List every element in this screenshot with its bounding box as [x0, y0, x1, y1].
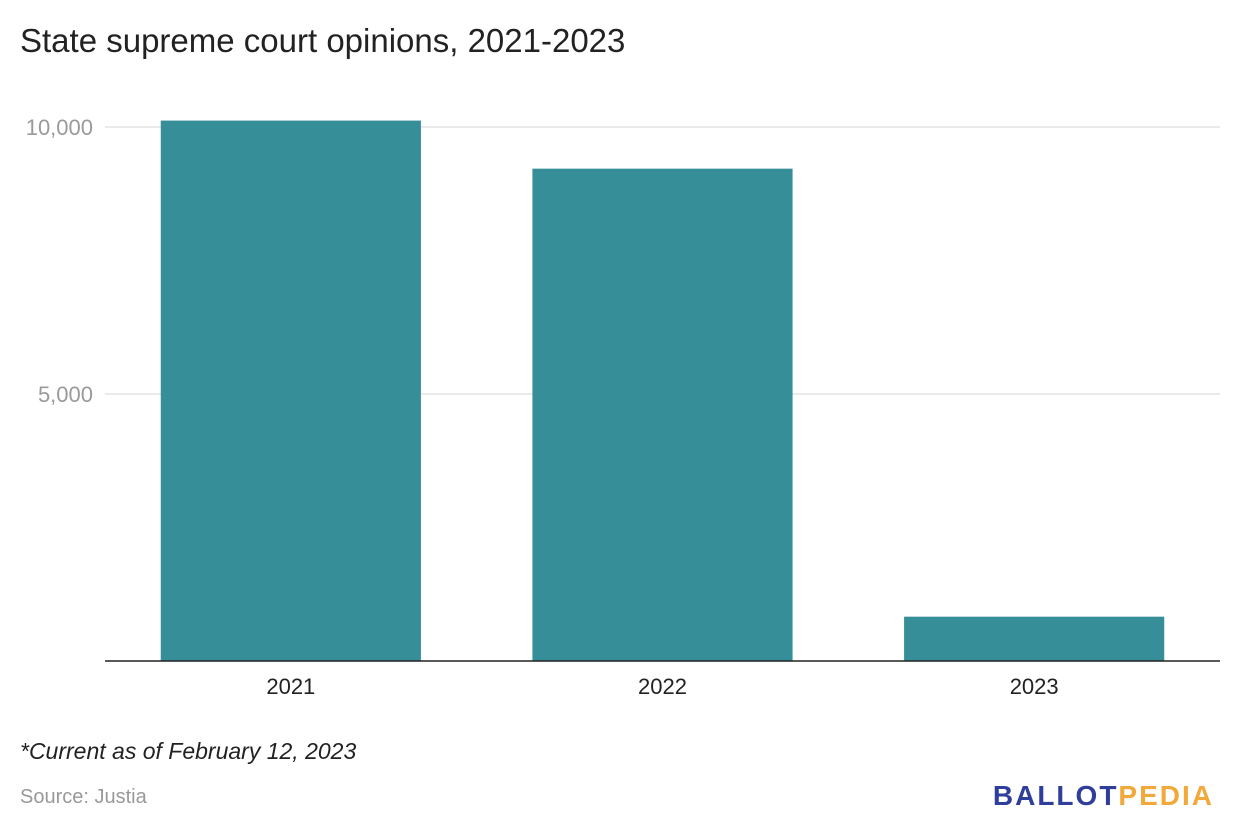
y-tick-label: 5,000 — [38, 382, 93, 407]
source-note: Source: Justia — [20, 786, 147, 808]
bar-2021 — [160, 120, 421, 662]
bar-2023 — [904, 616, 1165, 661]
bar-2022 — [532, 168, 793, 662]
x-tick-label-2023: 2023 — [1010, 674, 1059, 699]
bars — [160, 120, 1165, 662]
x-tick-label-2021: 2021 — [266, 674, 315, 699]
logo-ballot-text: BALLOT — [992, 780, 1119, 811]
x-tick-label-2022: 2022 — [638, 674, 687, 699]
ballotpedia-logo: BALLOTPEDIA — [993, 780, 1214, 812]
footnote: *Current as of February 12, 2023 — [20, 738, 357, 764]
bar-chart: 5,000 10,000 2021 2022 2023 — [26, 115, 1220, 699]
chart-title: State supreme court opinions, 2021-2023 — [20, 22, 626, 59]
y-tick-label: 10,000 — [26, 115, 93, 140]
x-axis-tick-labels: 2021 2022 2023 — [266, 674, 1058, 699]
y-axis-tick-labels: 5,000 10,000 — [26, 115, 93, 407]
logo-pedia-text: PEDIA — [1118, 780, 1214, 811]
